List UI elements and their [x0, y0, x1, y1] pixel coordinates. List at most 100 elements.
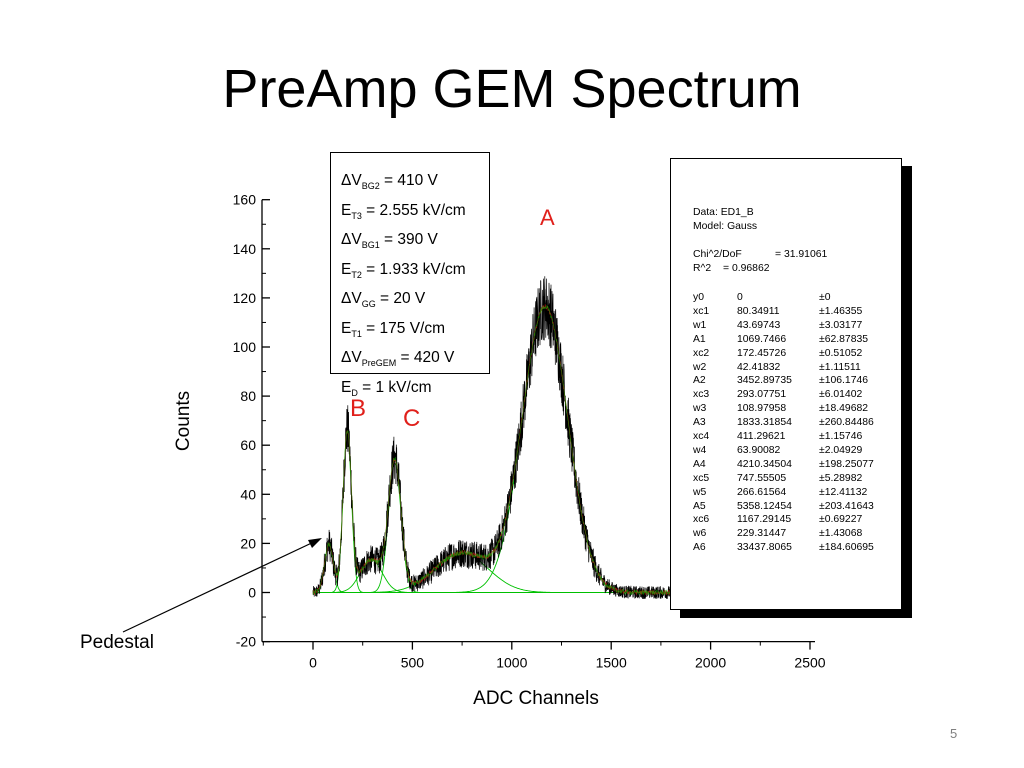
parameter-symbol: ΔV [341, 172, 362, 189]
fit-data-name: Data: ED1_B [693, 207, 754, 218]
fit-row: xc6 1167.29145 ±0.69227 [693, 514, 898, 527]
fit-row: xc1 80.34911 ±1.46355 [693, 306, 898, 319]
y-tick-label: 100 [233, 339, 257, 355]
y-axis-label: Counts [173, 391, 194, 451]
parameter-symbol: E [341, 319, 352, 337]
fit-param-error: ±6.01402 [819, 389, 863, 401]
fit-param-value: 4210.34504 [737, 458, 792, 470]
fit-param-name: w5 [693, 486, 707, 498]
fit-param-error: ±260.84486 [819, 417, 874, 429]
parameter-subscript: T3 [351, 210, 362, 221]
fit-param-error: ±184.60695 [819, 542, 874, 554]
fit-param-error: ±12.41132 [819, 486, 868, 498]
y-tick-label: 80 [240, 388, 256, 404]
parameter-line: ΔVGG = 20 V [341, 287, 489, 317]
parameter-line: ΔVBG2 = 410 V [341, 169, 489, 199]
fit-row: A3 1833.31854 ±260.84486 [693, 417, 898, 430]
data-series-line [312, 276, 672, 600]
parameter-subscript: T1 [351, 328, 362, 339]
fit-param-name: A4 [693, 458, 706, 470]
parameter-value: = 1.933 kV/cm [361, 260, 466, 278]
fit-row: A4 4210.34504 ±198.25077 [693, 459, 898, 472]
fit-param-error: ±0.69227 [819, 514, 863, 526]
x-axis-label: ADC Channels [473, 688, 599, 709]
peak-label-c: C [403, 405, 421, 432]
fit-param-name: xc3 [693, 389, 710, 401]
peak-label-b: B [350, 395, 367, 422]
fit-param-value: 63.90082 [737, 444, 781, 456]
fit-param-value: 747.55505 [737, 472, 787, 484]
parameter-line: ET3 = 2.555 kV/cm [341, 199, 489, 229]
fit-param-value: 1069.7466 [737, 333, 787, 345]
fit-model-name: Model: Gauss [693, 221, 758, 232]
fit-param-name: w6 [693, 528, 707, 540]
parameter-value: = 390 V [379, 231, 438, 248]
fit-param-name: w2 [693, 361, 707, 373]
fit-param-value: 229.31447 [737, 528, 787, 540]
fit-param-error: ±2.04929 [819, 444, 863, 456]
fit-chi-label: Chi^2/DoF [693, 249, 742, 260]
parameter-subscript: PreGEM [361, 358, 397, 368]
fit-param-name: A3 [693, 417, 706, 429]
fit-param-error: ±18.49682 [819, 403, 869, 415]
fit-param-name: xc5 [693, 472, 710, 484]
fit-param-name: A2 [693, 375, 706, 387]
fit-row: A5 5358.12454 ±203.41643 [693, 501, 898, 514]
parameter-line: ΔVBG1 = 390 V [341, 228, 489, 258]
fit-param-error: ±106.1746 [819, 375, 869, 387]
parameter-value: = 175 V/cm [361, 319, 445, 337]
fit-row: y0 0 ±0 [693, 292, 898, 305]
fit-param-value: 80.34911 [737, 305, 780, 317]
parameter-symbol: ΔV [341, 349, 362, 366]
y-tick-label: 60 [240, 437, 256, 453]
parameter-symbol: E [341, 201, 352, 219]
fit-param-name: xc4 [693, 431, 710, 442]
y-tick-label: 140 [233, 241, 257, 257]
x-tick-label: 2000 [695, 655, 726, 671]
fit-param-error: ±1.15746 [819, 431, 863, 442]
parameter-line: ET2 = 1.933 kV/cm [341, 258, 489, 288]
slide-title: PreAmp GEM Spectrum [222, 59, 802, 119]
fit-row: A1 1069.7466 ±62.87835 [693, 334, 898, 347]
fit-param-value: 42.41832 [737, 361, 781, 373]
parameter-subscript: T2 [351, 269, 362, 280]
fit-row: A6 33437.8065 ±184.60695 [693, 542, 898, 555]
fit-param-error: ±1.43068 [819, 528, 863, 540]
fit-row: xc4 411.29621 ±1.15746 [693, 431, 898, 444]
fit-param-error: ±203.41643 [819, 500, 874, 512]
fit-param-name: w3 [693, 403, 707, 415]
parameter-symbol: ΔV [341, 290, 362, 307]
fit-row: w3 108.97958 ±18.49682 [693, 403, 898, 416]
fit-row: w2 42.41832 ±1.11511 [693, 362, 898, 375]
x-tick-label: 2500 [794, 655, 825, 671]
peak-label-a: A [540, 205, 555, 230]
fit-row: w6 229.31447 ±1.43068 [693, 528, 898, 541]
parameter-symbol: E [341, 378, 352, 396]
parameter-subscript: GG [361, 299, 376, 309]
fit-param-value: 0 [737, 292, 743, 303]
fit-param-value: 43.69743 [737, 319, 781, 331]
fit-param-value: 5358.12454 [737, 500, 792, 512]
fit-param-value: 108.97958 [737, 403, 787, 415]
data-layer [312, 276, 672, 600]
fit-param-error: ±198.25077 [819, 458, 874, 470]
fit-r2-label: R^2 [693, 263, 712, 274]
fit-param-value: 172.45726 [737, 347, 787, 359]
x-tick-label: 1000 [496, 655, 527, 671]
y-tick-label: -20 [236, 634, 256, 650]
fit-row: xc5 747.55505 ±5.28982 [693, 473, 898, 486]
fit-param-name: xc6 [693, 514, 710, 526]
parameter-line: ED = 1 kV/cm [341, 376, 489, 406]
fit-param-name: A6 [693, 542, 706, 554]
fit-row: w1 43.69743 ±3.03177 [693, 320, 898, 333]
y-tick-label: 160 [233, 192, 257, 208]
fit-param-error: ±1.46355 [819, 305, 863, 317]
parameter-line: ΔVPreGEM = 420 V [341, 346, 489, 376]
fit-param-error: ±62.87835 [819, 333, 869, 345]
fit-param-error: ±1.11511 [819, 361, 861, 373]
fit-param-value: 1167.29145 [737, 514, 792, 526]
parameter-value: = 410 V [379, 172, 438, 189]
fit-row: w4 63.90082 ±2.04929 [693, 445, 898, 458]
fit-param-value: 293.07751 [737, 389, 787, 401]
